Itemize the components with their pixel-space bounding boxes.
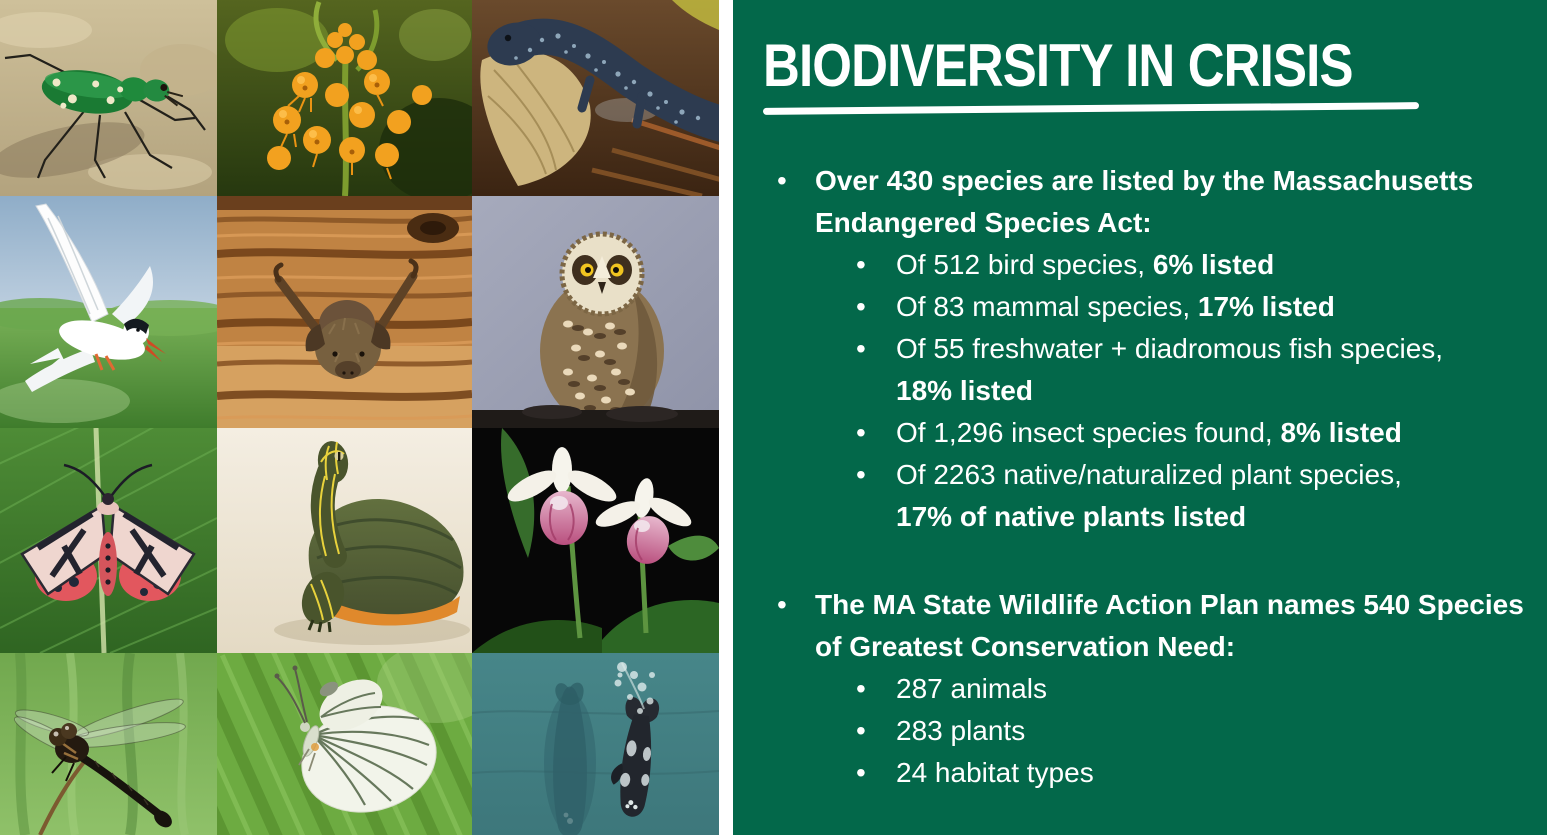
photo-dragonfly: [0, 653, 217, 835]
photo-collage: [0, 0, 719, 835]
swap-sublist: 287 animals 283 plants 24 habitat types: [815, 668, 1525, 794]
white-butterfly-illustration: [217, 653, 472, 835]
list-item: 287 animals: [815, 668, 1525, 710]
salamander-illustration: [472, 0, 719, 196]
ladys-slipper-illustration: [472, 428, 719, 653]
title-underline: [762, 102, 1420, 115]
photo-right-whale: [472, 653, 719, 835]
photo-turtle: [217, 428, 472, 653]
dragonfly-illustration: [0, 653, 217, 835]
list-item: 24 habitat types: [815, 752, 1525, 794]
content-panel: BIODIVERSITY IN CRISIS Over 430 species …: [733, 0, 1547, 835]
bullet-mesa: Over 430 species are listed by the Massa…: [763, 160, 1525, 538]
list-item: Of 83 mammal species, 17% listed: [815, 286, 1525, 328]
item-text: Of 55 freshwater + diadromous fish speci…: [896, 333, 1444, 364]
item-text: 287 animals: [896, 673, 1047, 704]
photo-tiger-moth: [0, 428, 217, 653]
turtle-illustration: [217, 428, 472, 653]
bullet-swap: The MA State Wildlife Action Plan names …: [763, 584, 1525, 794]
tern-illustration: [0, 196, 217, 428]
owl-illustration: [472, 196, 719, 428]
vertical-divider: [719, 0, 733, 835]
tiger-beetle-illustration: [0, 0, 217, 196]
photo-salamander: [472, 0, 719, 196]
right-whale-illustration: [472, 653, 719, 835]
item-text: Of 512 bird species,: [896, 249, 1153, 280]
bullet-list: Over 430 species are listed by the Massa…: [763, 160, 1525, 794]
slide-title: BIODIVERSITY IN CRISIS: [763, 32, 1353, 99]
item-stat: 18% listed: [896, 375, 1033, 406]
photo-bat: [217, 196, 472, 428]
item-text: Of 2263 native/naturalized plant species…: [896, 459, 1402, 490]
item-text: Of 83 mammal species,: [896, 291, 1198, 322]
item-text: Of 1,296 insect species found,: [896, 417, 1281, 448]
tiger-moth-illustration: [0, 428, 217, 653]
list-item: Of 55 freshwater + diadromous fish speci…: [815, 328, 1525, 412]
item-text: 24 habitat types: [896, 757, 1094, 788]
item-text: 283 plants: [896, 715, 1026, 746]
list-item: Of 1,296 insect species found, 8% listed: [815, 412, 1525, 454]
swap-lead-text: The MA State Wildlife Action Plan names …: [815, 589, 1524, 662]
list-item: Of 2263 native/naturalized plant species…: [815, 454, 1525, 538]
list-item: Of 512 bird species, 6% listed: [815, 244, 1525, 286]
list-item: 283 plants: [815, 710, 1525, 752]
mesa-sublist: Of 512 bird species, 6% listed Of 83 mam…: [815, 244, 1525, 538]
photo-owl: [472, 196, 719, 428]
item-stat: 6% listed: [1152, 249, 1275, 280]
photo-tiger-beetle: [0, 0, 217, 196]
orange-orchid-illustration: [217, 0, 472, 196]
photo-white-butterfly: [217, 653, 472, 835]
item-stat: 17% of native plants listed: [896, 501, 1247, 532]
bat-illustration: [217, 196, 472, 428]
photo-tern: [0, 196, 217, 428]
mesa-lead-text: Over 430 species are listed by the Massa…: [815, 165, 1474, 238]
item-stat: 8% listed: [1280, 417, 1402, 448]
item-stat: 17% listed: [1197, 291, 1335, 322]
photo-orange-orchid: [217, 0, 472, 196]
photo-ladys-slipper: [472, 428, 719, 653]
